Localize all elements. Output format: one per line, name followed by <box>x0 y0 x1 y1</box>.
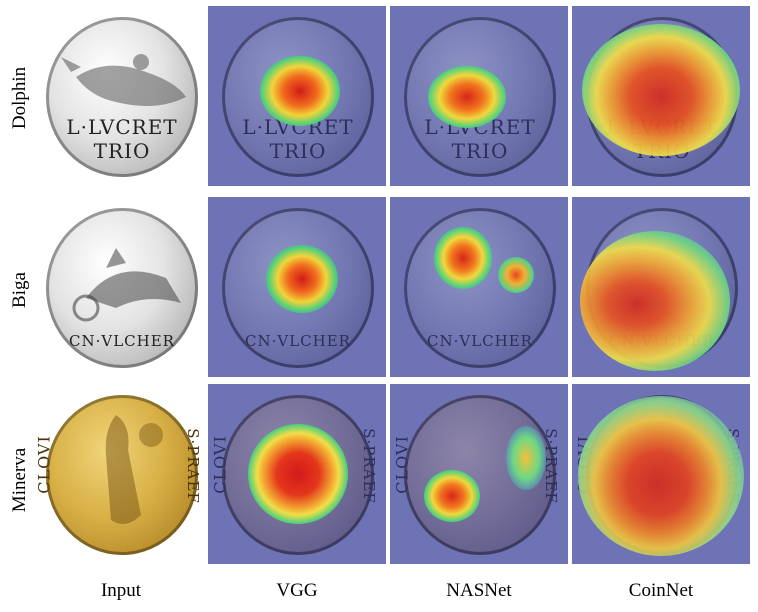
minerva-vgg-legend-right: S·PRAEF <box>360 428 378 504</box>
biga-nasnet-hotspot-a <box>434 227 492 289</box>
minerva-vgg-legend-left: CLOVI <box>210 435 230 494</box>
minerva-nasnet-heatmap: CLOVI S·PRAEF <box>390 384 568 564</box>
biga-nasnet-heatmap: CN·VLCHER <box>390 197 568 377</box>
dolphin-coin: L·LVCRET TRIO <box>46 17 198 177</box>
minerva-legend-right: S·PRAEF <box>184 428 202 504</box>
column-label-input: Input <box>100 580 142 601</box>
biga-coinnet-heatmap: CN·VLCHER <box>572 197 750 377</box>
biga-input-image: CN·VLCHER <box>32 197 210 377</box>
dolphin-coinnet-hotspot <box>582 24 740 156</box>
dolphin-nasnet-hotspot <box>428 66 506 128</box>
minerva-input-image: CLOVI S·PRAEF <box>32 384 210 564</box>
biga-vgg-heatmap: CN·VLCHER <box>208 197 386 377</box>
row-label-biga: Biga <box>9 272 30 308</box>
column-label-coinnet: CoinNet <box>628 580 694 601</box>
biga-motif-icon <box>72 248 181 322</box>
biga-vgg-legend: CN·VLCHER <box>245 332 351 350</box>
biga-legend: CN·VLCHER <box>69 332 175 350</box>
biga-nasnet-hotspot-b <box>498 257 534 293</box>
biga-nasnet-legend: CN·VLCHER <box>427 332 533 350</box>
dolphin-vgg-legend-line2: TRIO <box>269 139 327 163</box>
biga-coin: CN·VLCHER <box>46 208 198 368</box>
row-label-minerva: Minerva <box>9 447 30 513</box>
column-label-vgg: VGG <box>276 580 318 601</box>
minerva-motif-icon <box>105 415 163 524</box>
minerva-coin: CLOVI S·PRAEF <box>35 395 202 555</box>
biga-coinnet-hotspot <box>580 231 730 371</box>
biga-vgg-hotspot <box>266 245 338 313</box>
column-label-nasnet: NASNet <box>446 580 512 601</box>
dolphin-legend-line2: TRIO <box>93 139 151 163</box>
dolphin-motif-icon <box>61 54 186 106</box>
minerva-vgg-heatmap: CLOVI S·PRAEF <box>208 384 386 564</box>
minerva-vgg-hotspot <box>248 424 348 524</box>
dolphin-coinnet-heatmap: L·LVCRET TRIO <box>572 6 750 186</box>
row-label-dolphin: Dolphin <box>9 66 30 130</box>
minerva-nasnet-hotspot-b <box>506 426 546 490</box>
dolphin-legend-line1: L·LVCRET <box>66 115 178 139</box>
minerva-nasnet-legend-left: CLOVI <box>392 435 412 494</box>
minerva-legend-left: CLOVI <box>34 435 54 494</box>
dolphin-nasnet-heatmap: L·LVCRET TRIO <box>390 6 568 186</box>
minerva-coinnet-heatmap: CLOVI S·PRAEF <box>572 384 750 564</box>
dolphin-nasnet-legend-line2: TRIO <box>451 139 509 163</box>
dolphin-vgg-hotspot <box>260 56 340 126</box>
dolphin-input-image: L·LVCRET TRIO <box>32 6 210 186</box>
dolphin-vgg-heatmap: L·LVCRET TRIO <box>208 6 386 186</box>
minerva-coinnet-hotspot <box>578 396 744 556</box>
minerva-nasnet-hotspot-a <box>424 470 480 522</box>
